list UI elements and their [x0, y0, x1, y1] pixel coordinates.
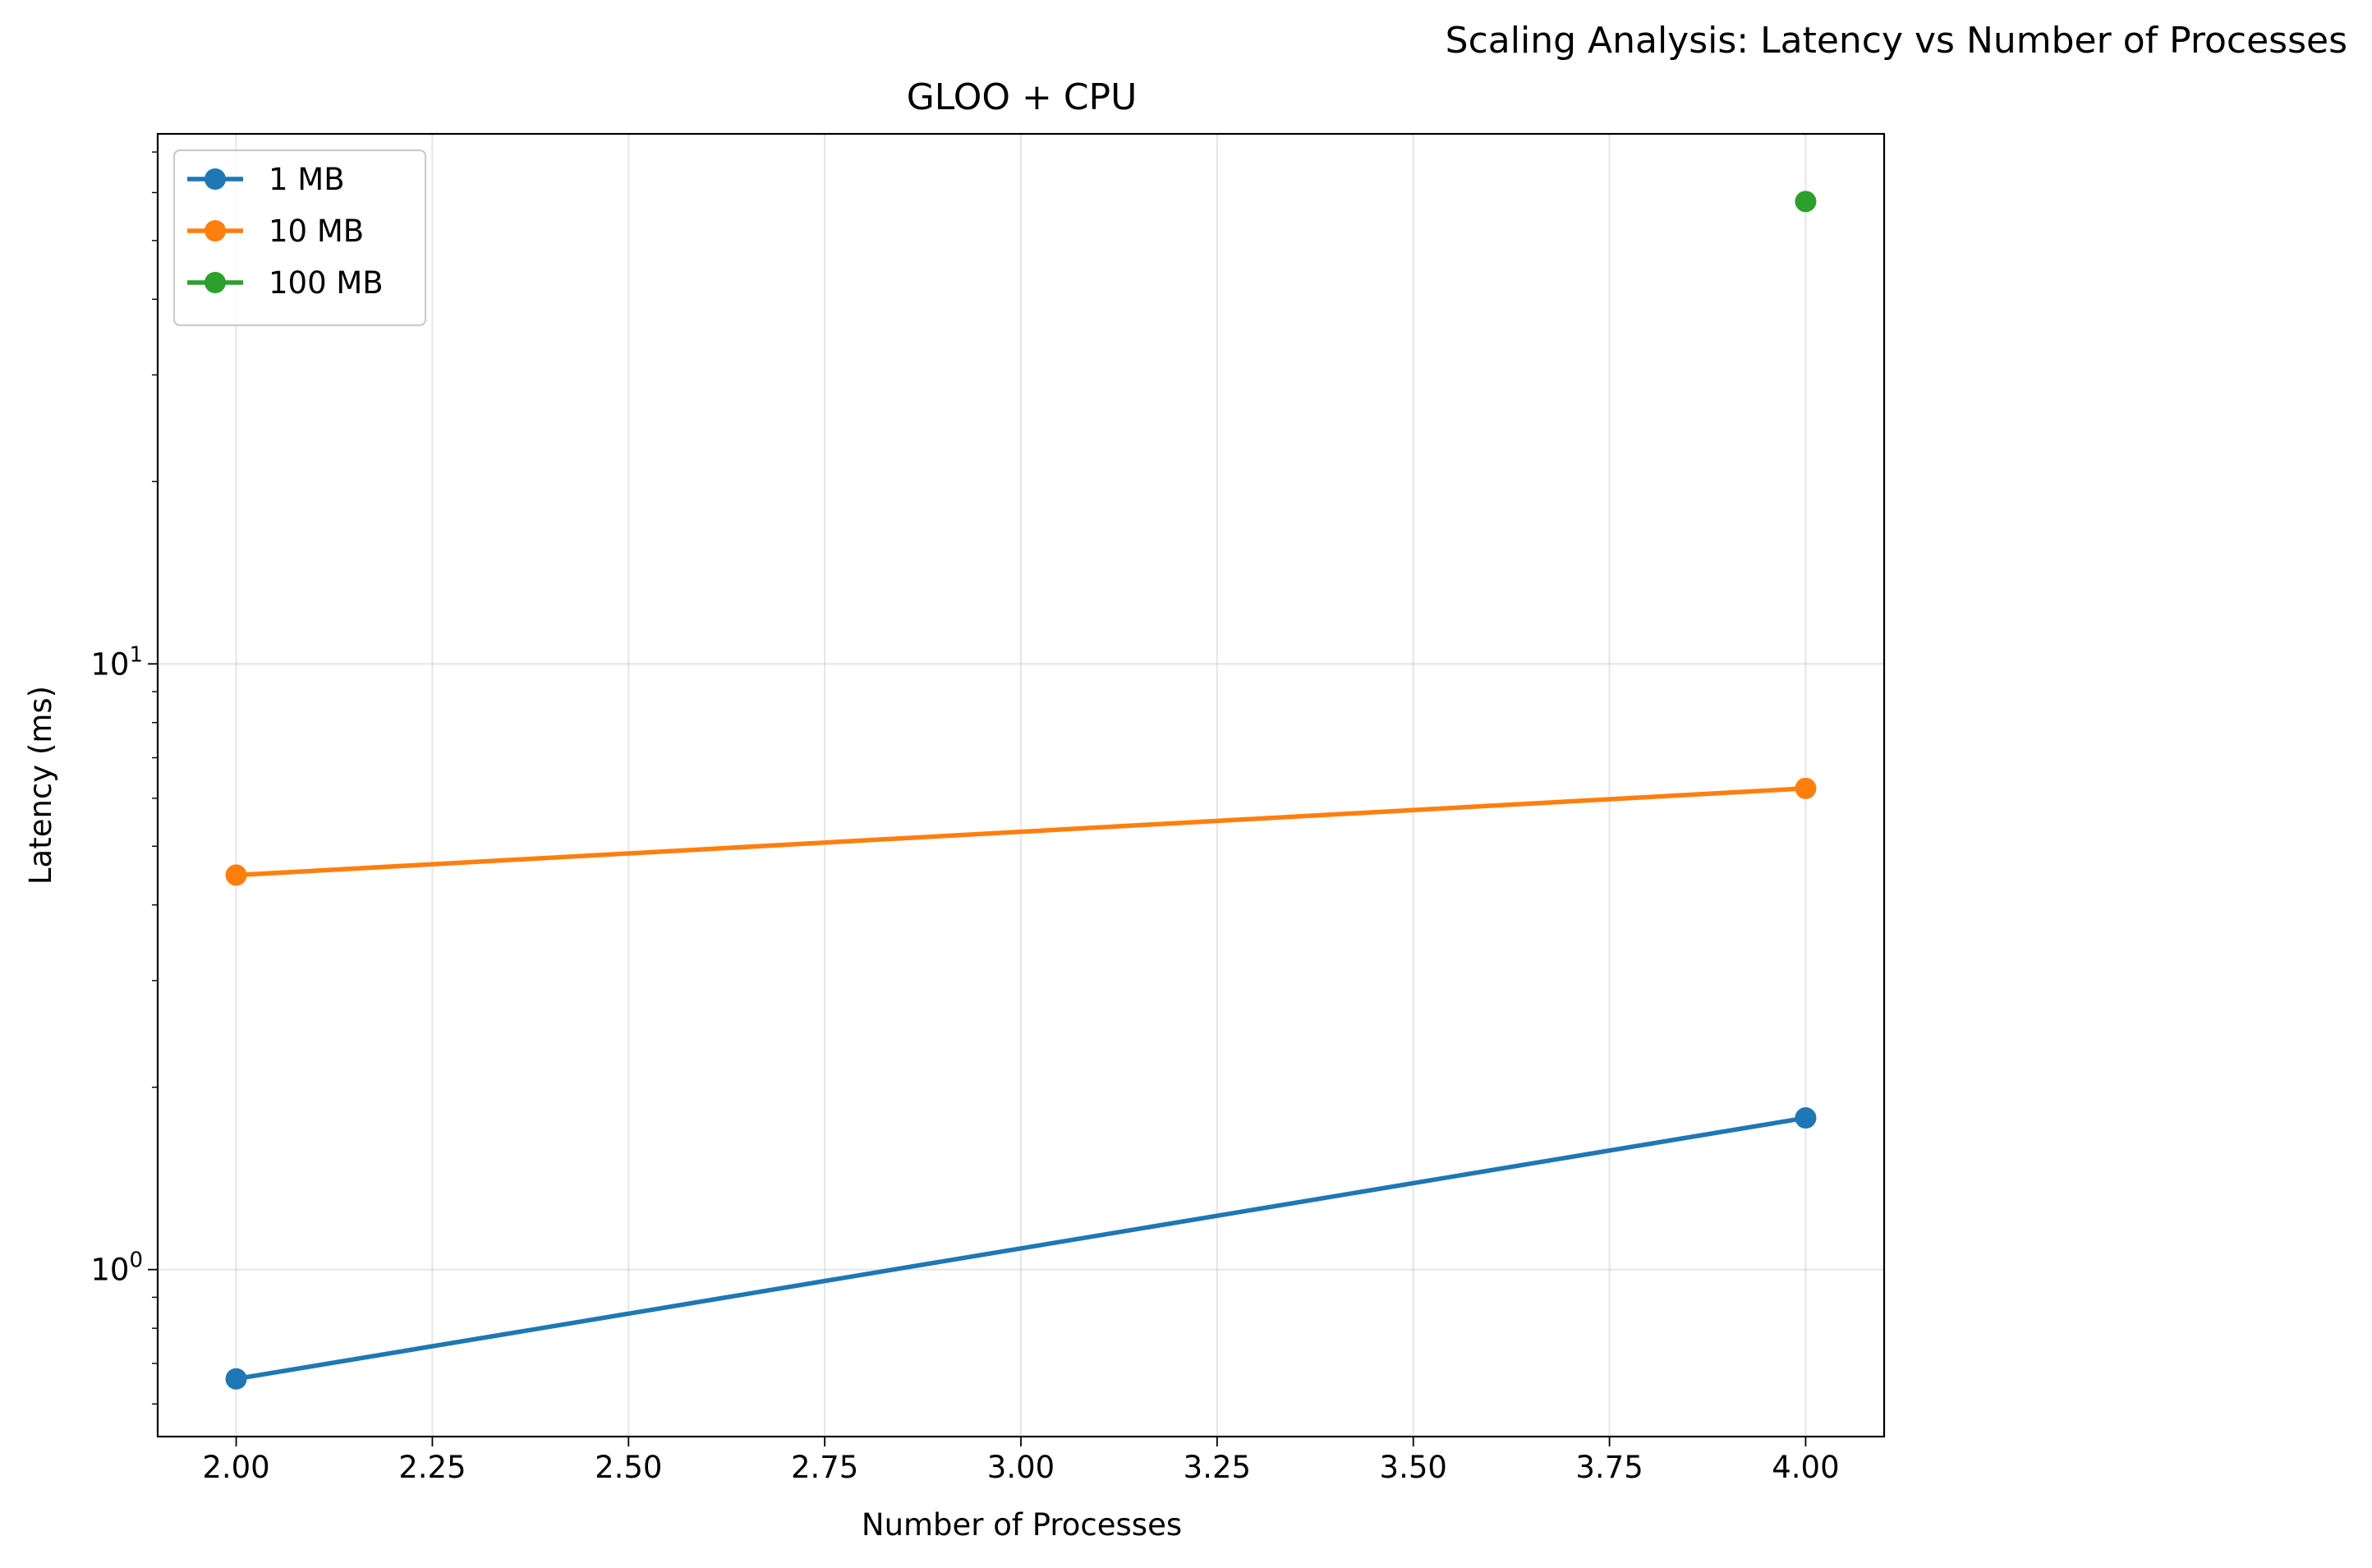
legend-label: 10 MB — [269, 214, 364, 249]
series-lines — [233, 785, 1809, 1382]
y-tick-exponent: 0 — [129, 1248, 143, 1273]
y-axis-label: Latency (ms) — [23, 686, 58, 885]
grid-lines — [158, 134, 1884, 1437]
legend-label: 100 MB — [269, 265, 384, 301]
data-point — [225, 864, 247, 886]
x-axis-ticks: 2.00 2.25 2.50 2.75 3.00 3.25 3.50 3.75 4.00 — [202, 1437, 1840, 1485]
data-point — [1795, 1107, 1817, 1129]
x-tick-label: 3.00 — [987, 1450, 1055, 1485]
x-tick-label: 3.50 — [1380, 1450, 1447, 1485]
x-axis-label: Number of Processes — [862, 1507, 1182, 1543]
figure-suptitle: Scaling Analysis: Latency vs Number of P… — [1446, 20, 2347, 62]
y-tick-label: 100 — [90, 1248, 143, 1288]
data-point — [1795, 777, 1817, 799]
series-line — [233, 785, 1809, 878]
x-tick-label: 4.00 — [1772, 1450, 1839, 1485]
x-tick-label: 3.75 — [1575, 1450, 1643, 1485]
x-tick-label: 3.25 — [1184, 1450, 1251, 1485]
legend-label: 1 MB — [269, 162, 345, 197]
y-tick-base: 10 — [90, 646, 129, 682]
x-tick-label: 2.50 — [595, 1450, 662, 1485]
x-tick-label: 2.75 — [791, 1450, 858, 1485]
x-tick-label: 2.25 — [398, 1450, 466, 1485]
data-point — [225, 1368, 247, 1390]
series-markers — [225, 191, 1817, 1390]
legend-swatch-marker — [205, 272, 226, 293]
legend-swatch-marker — [205, 168, 226, 190]
legend-swatch-marker — [205, 220, 226, 241]
y-tick-exponent: 1 — [129, 642, 143, 667]
data-point — [1795, 191, 1817, 213]
y-tick-label: 101 — [90, 642, 143, 682]
series-line — [233, 1115, 1809, 1382]
y-tick-base: 10 — [90, 1253, 129, 1288]
legend: 1 MB 10 MB 100 MB — [172, 149, 427, 327]
x-tick-label: 2.00 — [202, 1450, 269, 1485]
chart-title: GLOO + CPU — [907, 76, 1138, 118]
